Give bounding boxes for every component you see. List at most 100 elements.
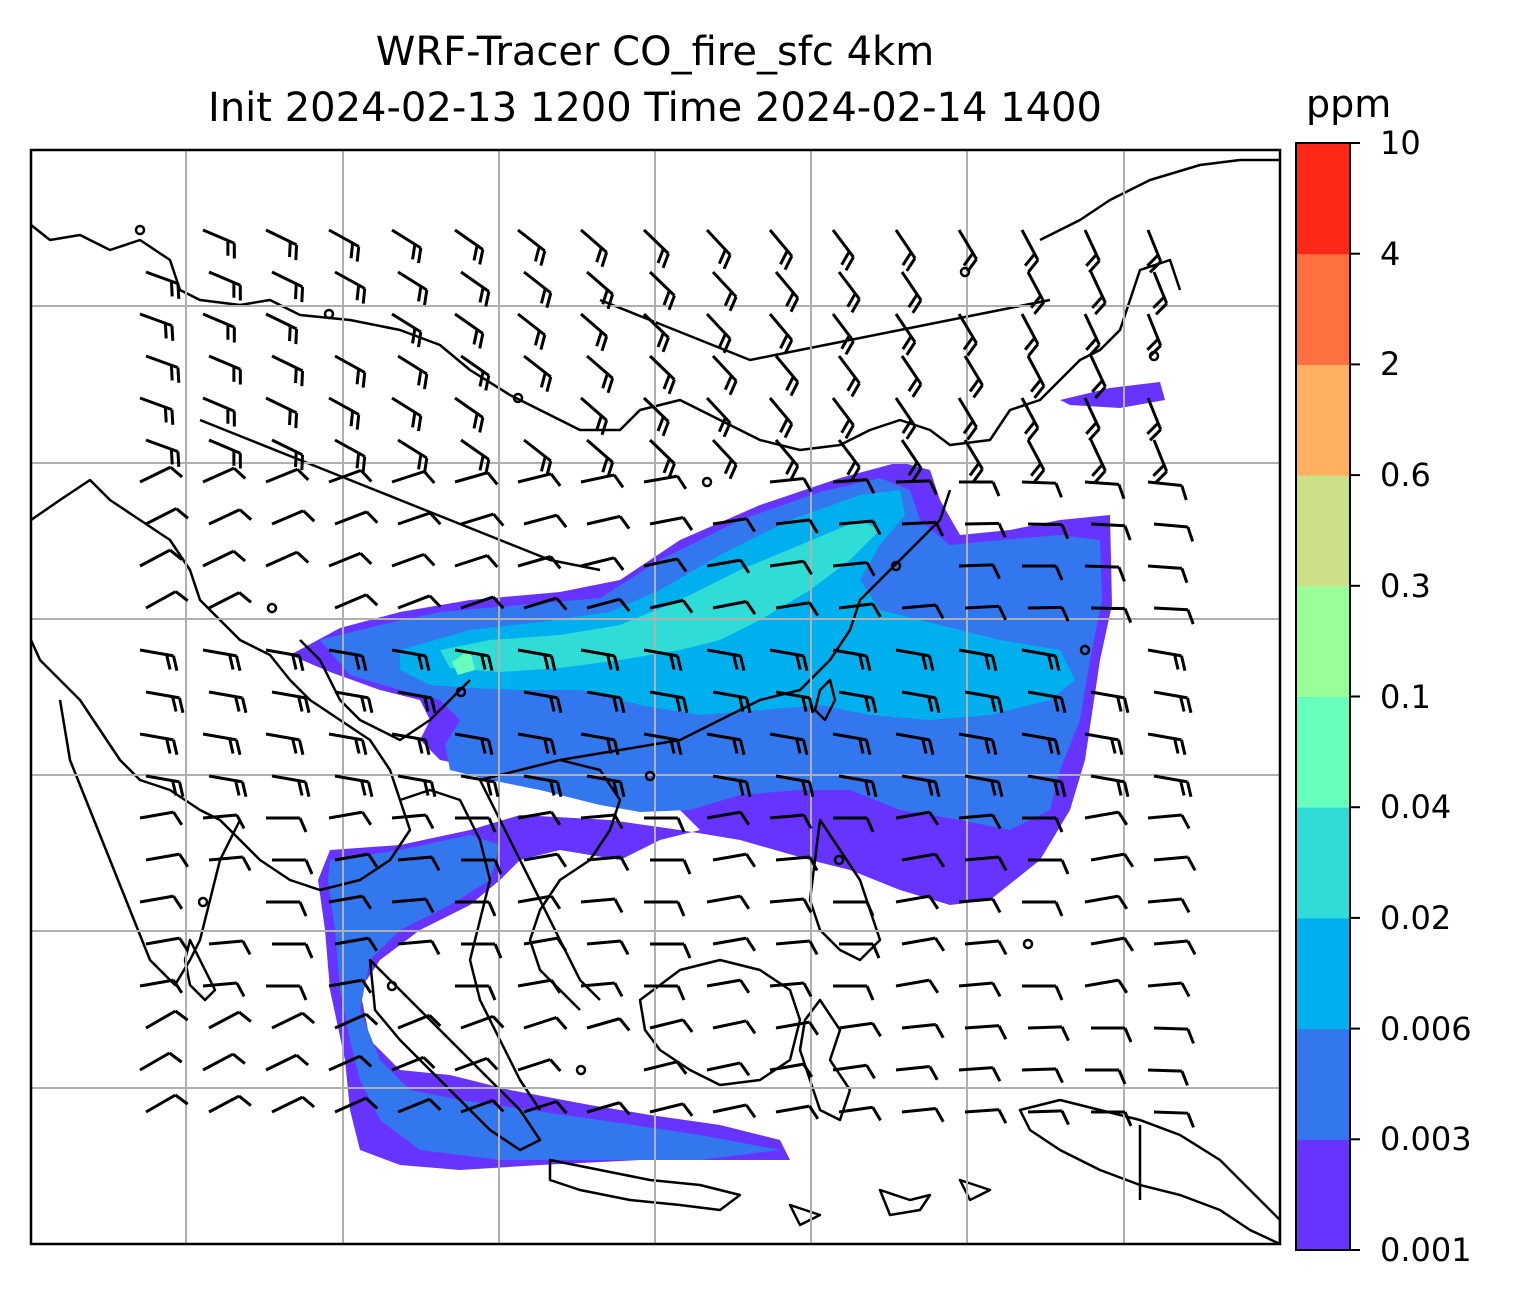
map-area: [31, 150, 1280, 1244]
wind-barb: [517, 228, 547, 267]
wind-barb: [391, 396, 423, 432]
tracer-plume: [290, 382, 1165, 1170]
colorbar-segment: [1296, 253, 1350, 365]
wind-barb: [580, 981, 624, 998]
wind-barb: [648, 270, 676, 311]
wind-barb: [580, 396, 609, 436]
wind-barb: [586, 690, 626, 714]
wind-barb: [1021, 732, 1061, 756]
wind-barb: [649, 690, 689, 714]
coastline-borneo: [638, 958, 802, 1087]
colorbar: [1296, 142, 1360, 1251]
wind-barb: [900, 271, 923, 314]
wind-barb: [328, 978, 373, 994]
wind-barb: [460, 512, 505, 527]
wind-barb: [648, 354, 676, 395]
wind-barb: [895, 894, 940, 910]
wind-barb: [706, 978, 751, 994]
wind-barb: [517, 978, 562, 994]
wind-barb: [712, 1103, 757, 1119]
wind-barb: [517, 555, 562, 570]
wind-barb: [1085, 1068, 1127, 1085]
calm-wind-marker: [197, 896, 209, 908]
wind-barb: [769, 897, 813, 914]
wind-barb: [1020, 229, 1040, 273]
colorbar-tick-label: 0.1: [1380, 677, 1431, 716]
wind-barb: [517, 732, 557, 756]
wind-barb: [523, 270, 553, 309]
wind-barb: [455, 900, 497, 917]
wind-barb: [964, 1108, 1008, 1124]
wind-barb: [712, 517, 756, 533]
wind-barb: [643, 1060, 688, 1075]
wind-barb: [461, 942, 503, 959]
chart-title-line-1: WRF-Tracer CO_fire_sfc 4km: [375, 29, 935, 75]
wind-barb: [265, 396, 299, 429]
wind-barb: [833, 900, 875, 917]
wind-barb: [1147, 813, 1191, 830]
wind-barb: [460, 595, 505, 610]
wind-barb: [644, 900, 686, 917]
wind-barb: [1146, 229, 1163, 274]
wind-barb: [1146, 313, 1163, 358]
wind-barb: [894, 229, 917, 272]
wind-barb: [523, 438, 553, 477]
wind-barb: [1028, 858, 1070, 875]
wind-barb: [455, 816, 497, 833]
wind-barb: [328, 1054, 373, 1072]
coastline-india-peninsula: [58, 699, 242, 987]
wind-barb: [644, 984, 686, 1001]
wind-barb: [208, 438, 242, 469]
wind-barb: [266, 816, 308, 833]
wind-barb: [145, 936, 190, 952]
wind-barb: [328, 810, 373, 826]
wind-barb: [769, 559, 813, 576]
gridlines: [31, 150, 1280, 1244]
wind-barb: [643, 474, 688, 490]
coastline-asia-north: [31, 224, 1182, 452]
wind-barb: [1153, 774, 1193, 798]
wind-barb: [265, 1053, 310, 1072]
coastline-sri-lanka: [183, 938, 217, 1002]
coastlines: [31, 158, 1280, 1244]
wind-barb: [957, 229, 978, 273]
wind-barb: [334, 1012, 379, 1030]
wind-barb: [1090, 690, 1130, 714]
wind-barb: [265, 732, 305, 756]
wind-barb: [958, 1066, 1002, 1082]
colorbar-segment: [1296, 1028, 1350, 1140]
wind-barb: [139, 978, 184, 994]
wind-barb: [391, 897, 435, 914]
wind-barb: [208, 591, 252, 610]
colorbar-segment: [1296, 917, 1350, 1030]
wind-barb: [768, 313, 794, 355]
wind-barb: [768, 229, 794, 271]
wind-barb: [266, 900, 308, 917]
calm-wind-marker: [323, 308, 335, 320]
wind-barb: [958, 981, 1002, 998]
wind-barb: [706, 732, 746, 756]
wind-barb: [202, 813, 246, 830]
wind-barb: [271, 690, 311, 714]
wind-barb: [901, 520, 945, 537]
wind-barb: [391, 552, 436, 568]
wind-barb: [1153, 690, 1193, 714]
wind-barb: [580, 732, 620, 756]
coastline-indochina: [399, 788, 542, 1111]
wind-barb: [271, 438, 305, 471]
wind-barb: [1083, 313, 1101, 358]
wind-barb: [769, 648, 809, 672]
wind-barb: [958, 813, 1002, 830]
plume-level-4: [440, 520, 880, 672]
wind-barb: [145, 690, 185, 714]
wind-barb: [1022, 900, 1064, 917]
wind-barb: [706, 810, 751, 826]
wind-barb: [964, 1024, 1008, 1040]
colorbar-frame: [1295, 142, 1351, 1251]
wind-barb: [139, 732, 179, 756]
calm-wind-marker: [959, 266, 971, 278]
wind-barb: [266, 984, 308, 1001]
wind-barb: [964, 604, 1008, 621]
wind-barb: [580, 556, 625, 571]
